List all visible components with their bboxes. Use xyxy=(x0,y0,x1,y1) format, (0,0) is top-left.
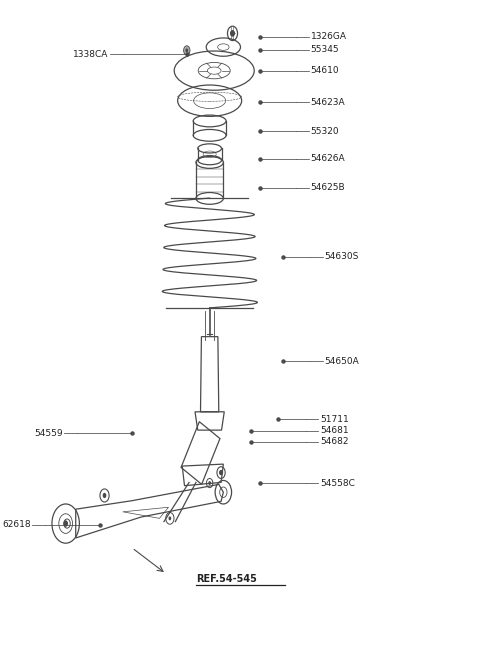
Circle shape xyxy=(63,520,68,527)
Circle shape xyxy=(231,31,234,36)
Circle shape xyxy=(220,471,222,475)
Text: 54682: 54682 xyxy=(320,438,348,446)
Text: 54681: 54681 xyxy=(320,426,348,436)
Text: 62618: 62618 xyxy=(2,520,31,529)
Circle shape xyxy=(168,516,171,520)
Text: 54625B: 54625B xyxy=(311,183,345,192)
Text: 54630S: 54630S xyxy=(324,252,359,261)
Text: 54558C: 54558C xyxy=(320,479,355,487)
Text: 55320: 55320 xyxy=(311,127,339,136)
Text: 54559: 54559 xyxy=(34,429,63,438)
Text: 54623A: 54623A xyxy=(311,98,345,107)
Text: 51711: 51711 xyxy=(320,415,348,424)
Text: 1326GA: 1326GA xyxy=(311,32,347,41)
Circle shape xyxy=(208,481,211,485)
Text: REF.54-545: REF.54-545 xyxy=(196,574,257,584)
Circle shape xyxy=(183,46,190,55)
Circle shape xyxy=(185,48,188,52)
Circle shape xyxy=(103,493,107,498)
Circle shape xyxy=(66,522,68,525)
Text: 54626A: 54626A xyxy=(311,155,345,163)
Text: 54610: 54610 xyxy=(311,66,339,75)
Text: 1338CA: 1338CA xyxy=(73,50,108,59)
Text: 54650A: 54650A xyxy=(324,357,359,366)
Text: 55345: 55345 xyxy=(311,45,339,54)
